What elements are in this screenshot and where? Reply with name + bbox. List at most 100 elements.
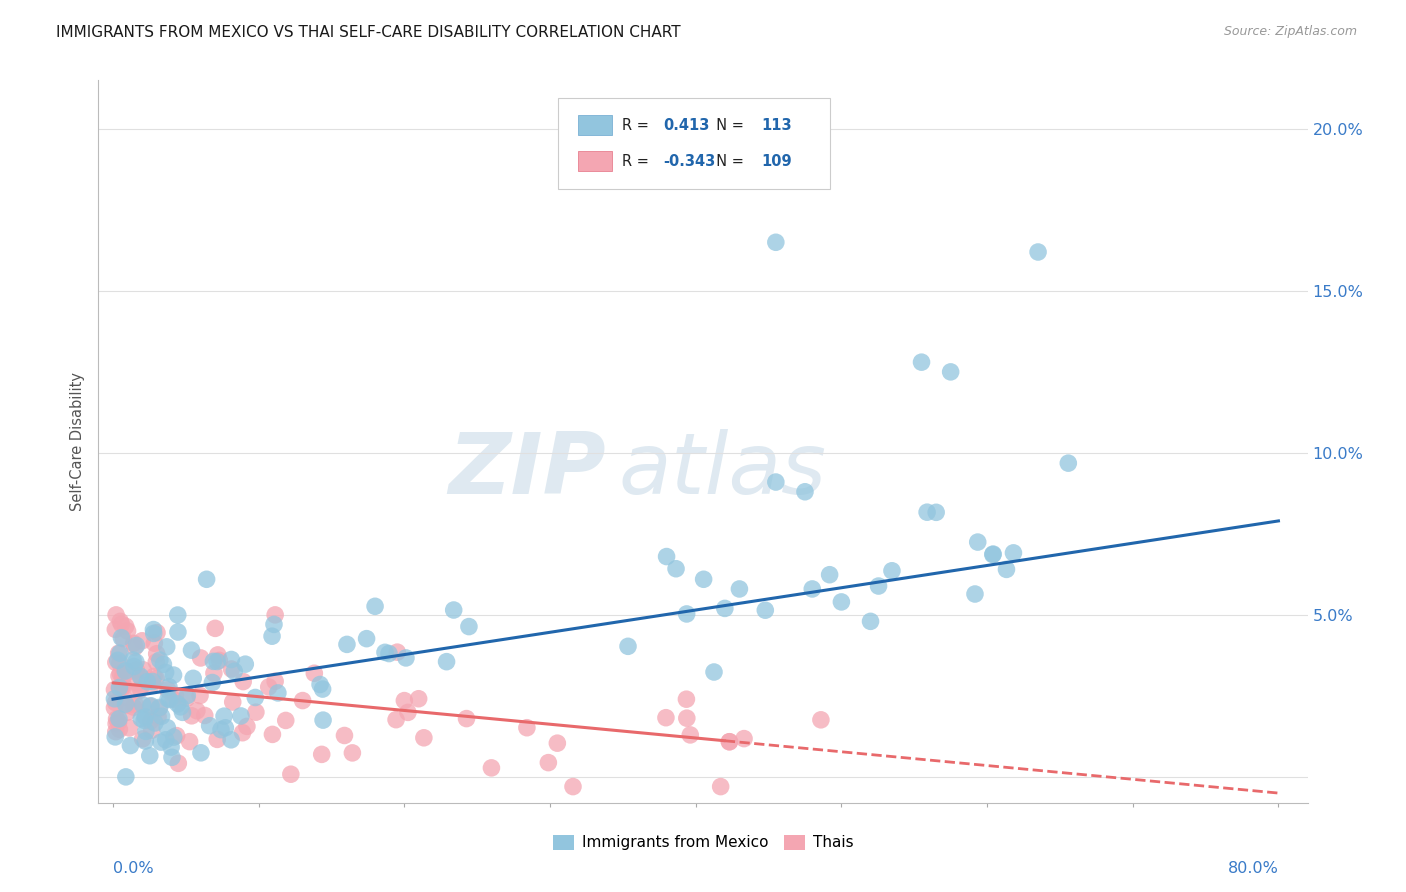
Point <box>981 548 1004 562</box>
Point <box>104 696 127 710</box>
Point <box>162 668 184 682</box>
Point <box>342 746 364 760</box>
Point <box>312 713 335 727</box>
Point <box>131 731 153 746</box>
Point <box>165 688 187 702</box>
Point <box>219 732 242 747</box>
Point <box>257 680 280 694</box>
Point <box>155 732 177 747</box>
Point <box>939 365 962 379</box>
Point <box>148 701 170 715</box>
Point <box>754 603 776 617</box>
Point <box>117 624 139 638</box>
Point <box>108 681 131 696</box>
Point <box>118 665 141 679</box>
Text: 109: 109 <box>761 153 792 169</box>
Point <box>139 699 162 714</box>
Point <box>129 669 152 683</box>
Point <box>718 735 741 749</box>
Point <box>222 695 245 709</box>
Point <box>205 655 228 669</box>
Point <box>157 680 180 694</box>
Point <box>142 623 165 637</box>
Point <box>714 601 737 615</box>
Point <box>107 653 129 667</box>
Point <box>104 623 127 637</box>
Y-axis label: Self-Care Disability: Self-Care Disability <box>69 372 84 511</box>
Point <box>374 645 396 659</box>
Point <box>309 677 332 691</box>
Point <box>160 740 183 755</box>
Text: 0.413: 0.413 <box>664 118 710 133</box>
Point <box>274 714 297 728</box>
Point <box>114 697 136 711</box>
FancyBboxPatch shape <box>578 151 613 171</box>
Point <box>110 617 132 632</box>
Point <box>925 505 948 519</box>
Point <box>188 689 211 703</box>
Point <box>122 659 145 673</box>
Point <box>162 692 184 706</box>
Point <box>728 582 751 596</box>
Point <box>221 662 243 676</box>
Point <box>209 723 232 737</box>
Point <box>166 607 188 622</box>
Text: R =: R = <box>621 153 654 169</box>
Text: R =: R = <box>621 118 654 133</box>
Point <box>104 724 127 739</box>
Point <box>166 697 188 711</box>
Point <box>141 723 163 738</box>
Point <box>112 678 135 692</box>
Point <box>412 731 434 745</box>
Point <box>794 484 817 499</box>
Point <box>131 672 153 686</box>
Point <box>108 669 131 683</box>
Point <box>356 632 378 646</box>
Point <box>665 562 688 576</box>
Point <box>202 666 225 681</box>
Point <box>145 655 167 669</box>
Point <box>679 728 702 742</box>
Point <box>801 582 824 596</box>
Point <box>617 640 640 654</box>
Point <box>105 607 128 622</box>
Point <box>112 680 135 694</box>
Text: 0.0%: 0.0% <box>112 861 153 876</box>
Point <box>115 698 138 713</box>
Point <box>141 677 163 691</box>
Point <box>108 723 131 737</box>
Point <box>129 712 152 726</box>
Point <box>264 674 287 689</box>
Text: Source: ZipAtlas.com: Source: ZipAtlas.com <box>1223 25 1357 38</box>
Point <box>143 715 166 730</box>
Point <box>245 690 267 705</box>
Point <box>159 692 181 706</box>
Point <box>733 731 755 746</box>
Point <box>135 724 157 739</box>
Point <box>201 675 224 690</box>
Point <box>112 690 135 705</box>
Point <box>103 700 125 714</box>
Point <box>336 637 359 651</box>
Point <box>880 564 903 578</box>
Point <box>186 704 208 718</box>
Point <box>1026 245 1049 260</box>
Point <box>655 549 678 564</box>
Point <box>868 579 890 593</box>
Point <box>142 674 165 689</box>
Point <box>546 736 568 750</box>
Point <box>387 645 409 659</box>
Point <box>181 671 204 685</box>
Text: N =: N = <box>707 118 748 133</box>
Point <box>456 712 478 726</box>
Point <box>232 725 254 739</box>
Point <box>122 700 145 714</box>
Point <box>675 607 697 621</box>
Point <box>148 700 170 714</box>
Point <box>333 729 356 743</box>
Point <box>134 734 156 748</box>
Point <box>122 653 145 667</box>
Point <box>232 674 254 689</box>
Point <box>1057 456 1080 470</box>
Point <box>108 681 131 695</box>
